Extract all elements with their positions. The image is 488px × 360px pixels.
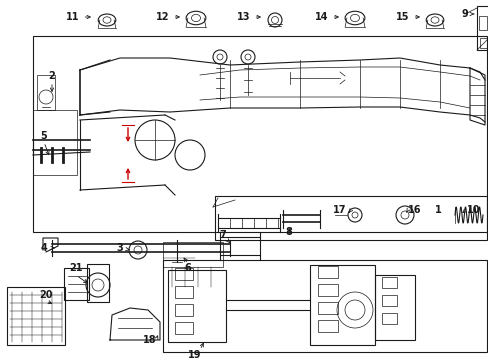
Bar	[163, 242, 223, 267]
Bar	[317, 302, 337, 314]
Text: 4: 4	[41, 243, 47, 253]
Bar	[168, 270, 225, 342]
Text: 13: 13	[237, 12, 260, 22]
Text: 15: 15	[395, 12, 418, 22]
Bar	[175, 286, 193, 298]
Text: 6: 6	[184, 263, 191, 273]
Text: 18: 18	[143, 335, 157, 345]
Text: 7: 7	[219, 230, 229, 242]
Bar	[309, 265, 374, 345]
Text: 16: 16	[407, 205, 421, 215]
Text: 2: 2	[48, 71, 55, 81]
Text: 1: 1	[434, 205, 441, 215]
Bar	[317, 284, 337, 296]
Text: 11: 11	[66, 12, 90, 22]
Bar	[33, 36, 486, 232]
Bar	[381, 277, 396, 288]
Text: 20: 20	[39, 290, 53, 300]
Text: 17: 17	[332, 205, 346, 215]
Bar	[64, 268, 89, 300]
Text: 14: 14	[315, 12, 338, 22]
Bar	[317, 320, 337, 332]
Bar	[163, 260, 486, 352]
Bar	[37, 75, 55, 110]
Bar	[175, 268, 193, 280]
Text: 9: 9	[461, 9, 468, 19]
Bar	[33, 110, 77, 175]
Bar	[374, 275, 414, 340]
Bar	[87, 264, 109, 302]
Bar	[317, 266, 337, 278]
Text: 8: 8	[285, 227, 292, 237]
Bar	[215, 196, 486, 240]
Text: 5: 5	[41, 131, 47, 141]
Bar	[478, 16, 486, 30]
Bar	[175, 304, 193, 316]
Bar	[175, 322, 193, 334]
Text: 3: 3	[116, 243, 129, 253]
Text: 10: 10	[467, 205, 480, 215]
Bar	[381, 295, 396, 306]
Bar	[7, 287, 65, 345]
Text: 19: 19	[188, 350, 202, 360]
Text: 12: 12	[156, 12, 179, 22]
Text: 21: 21	[69, 263, 82, 273]
Bar	[479, 38, 486, 48]
Bar	[381, 313, 396, 324]
